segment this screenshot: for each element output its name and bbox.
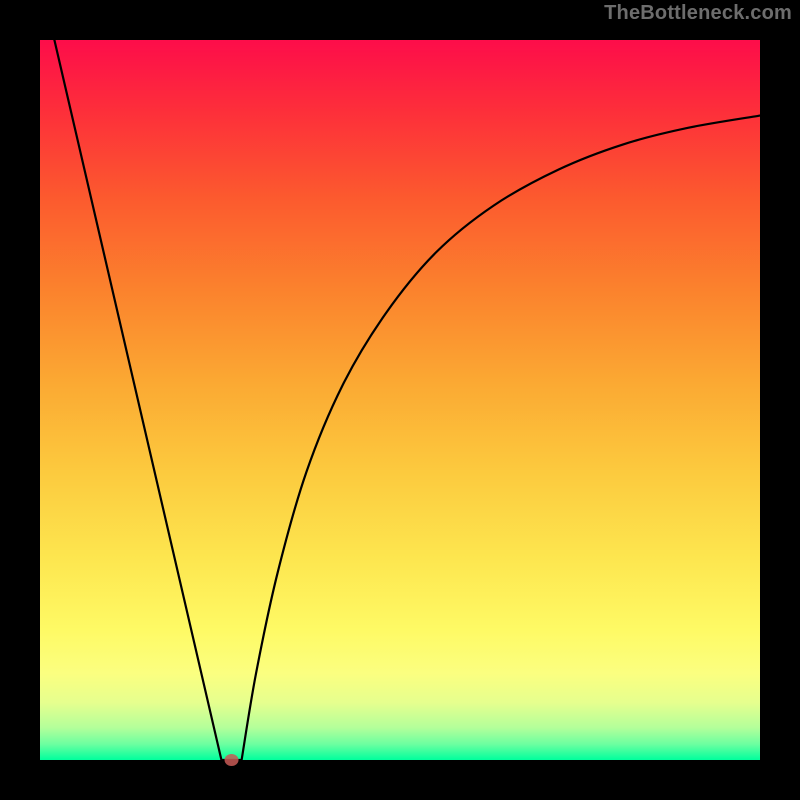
- chart-container: TheBottleneck.com: [0, 0, 800, 800]
- plot-area: [40, 40, 760, 760]
- bottleneck-chart: [0, 0, 800, 800]
- watermark-text: TheBottleneck.com: [604, 2, 792, 25]
- optimal-point-marker: [225, 754, 239, 766]
